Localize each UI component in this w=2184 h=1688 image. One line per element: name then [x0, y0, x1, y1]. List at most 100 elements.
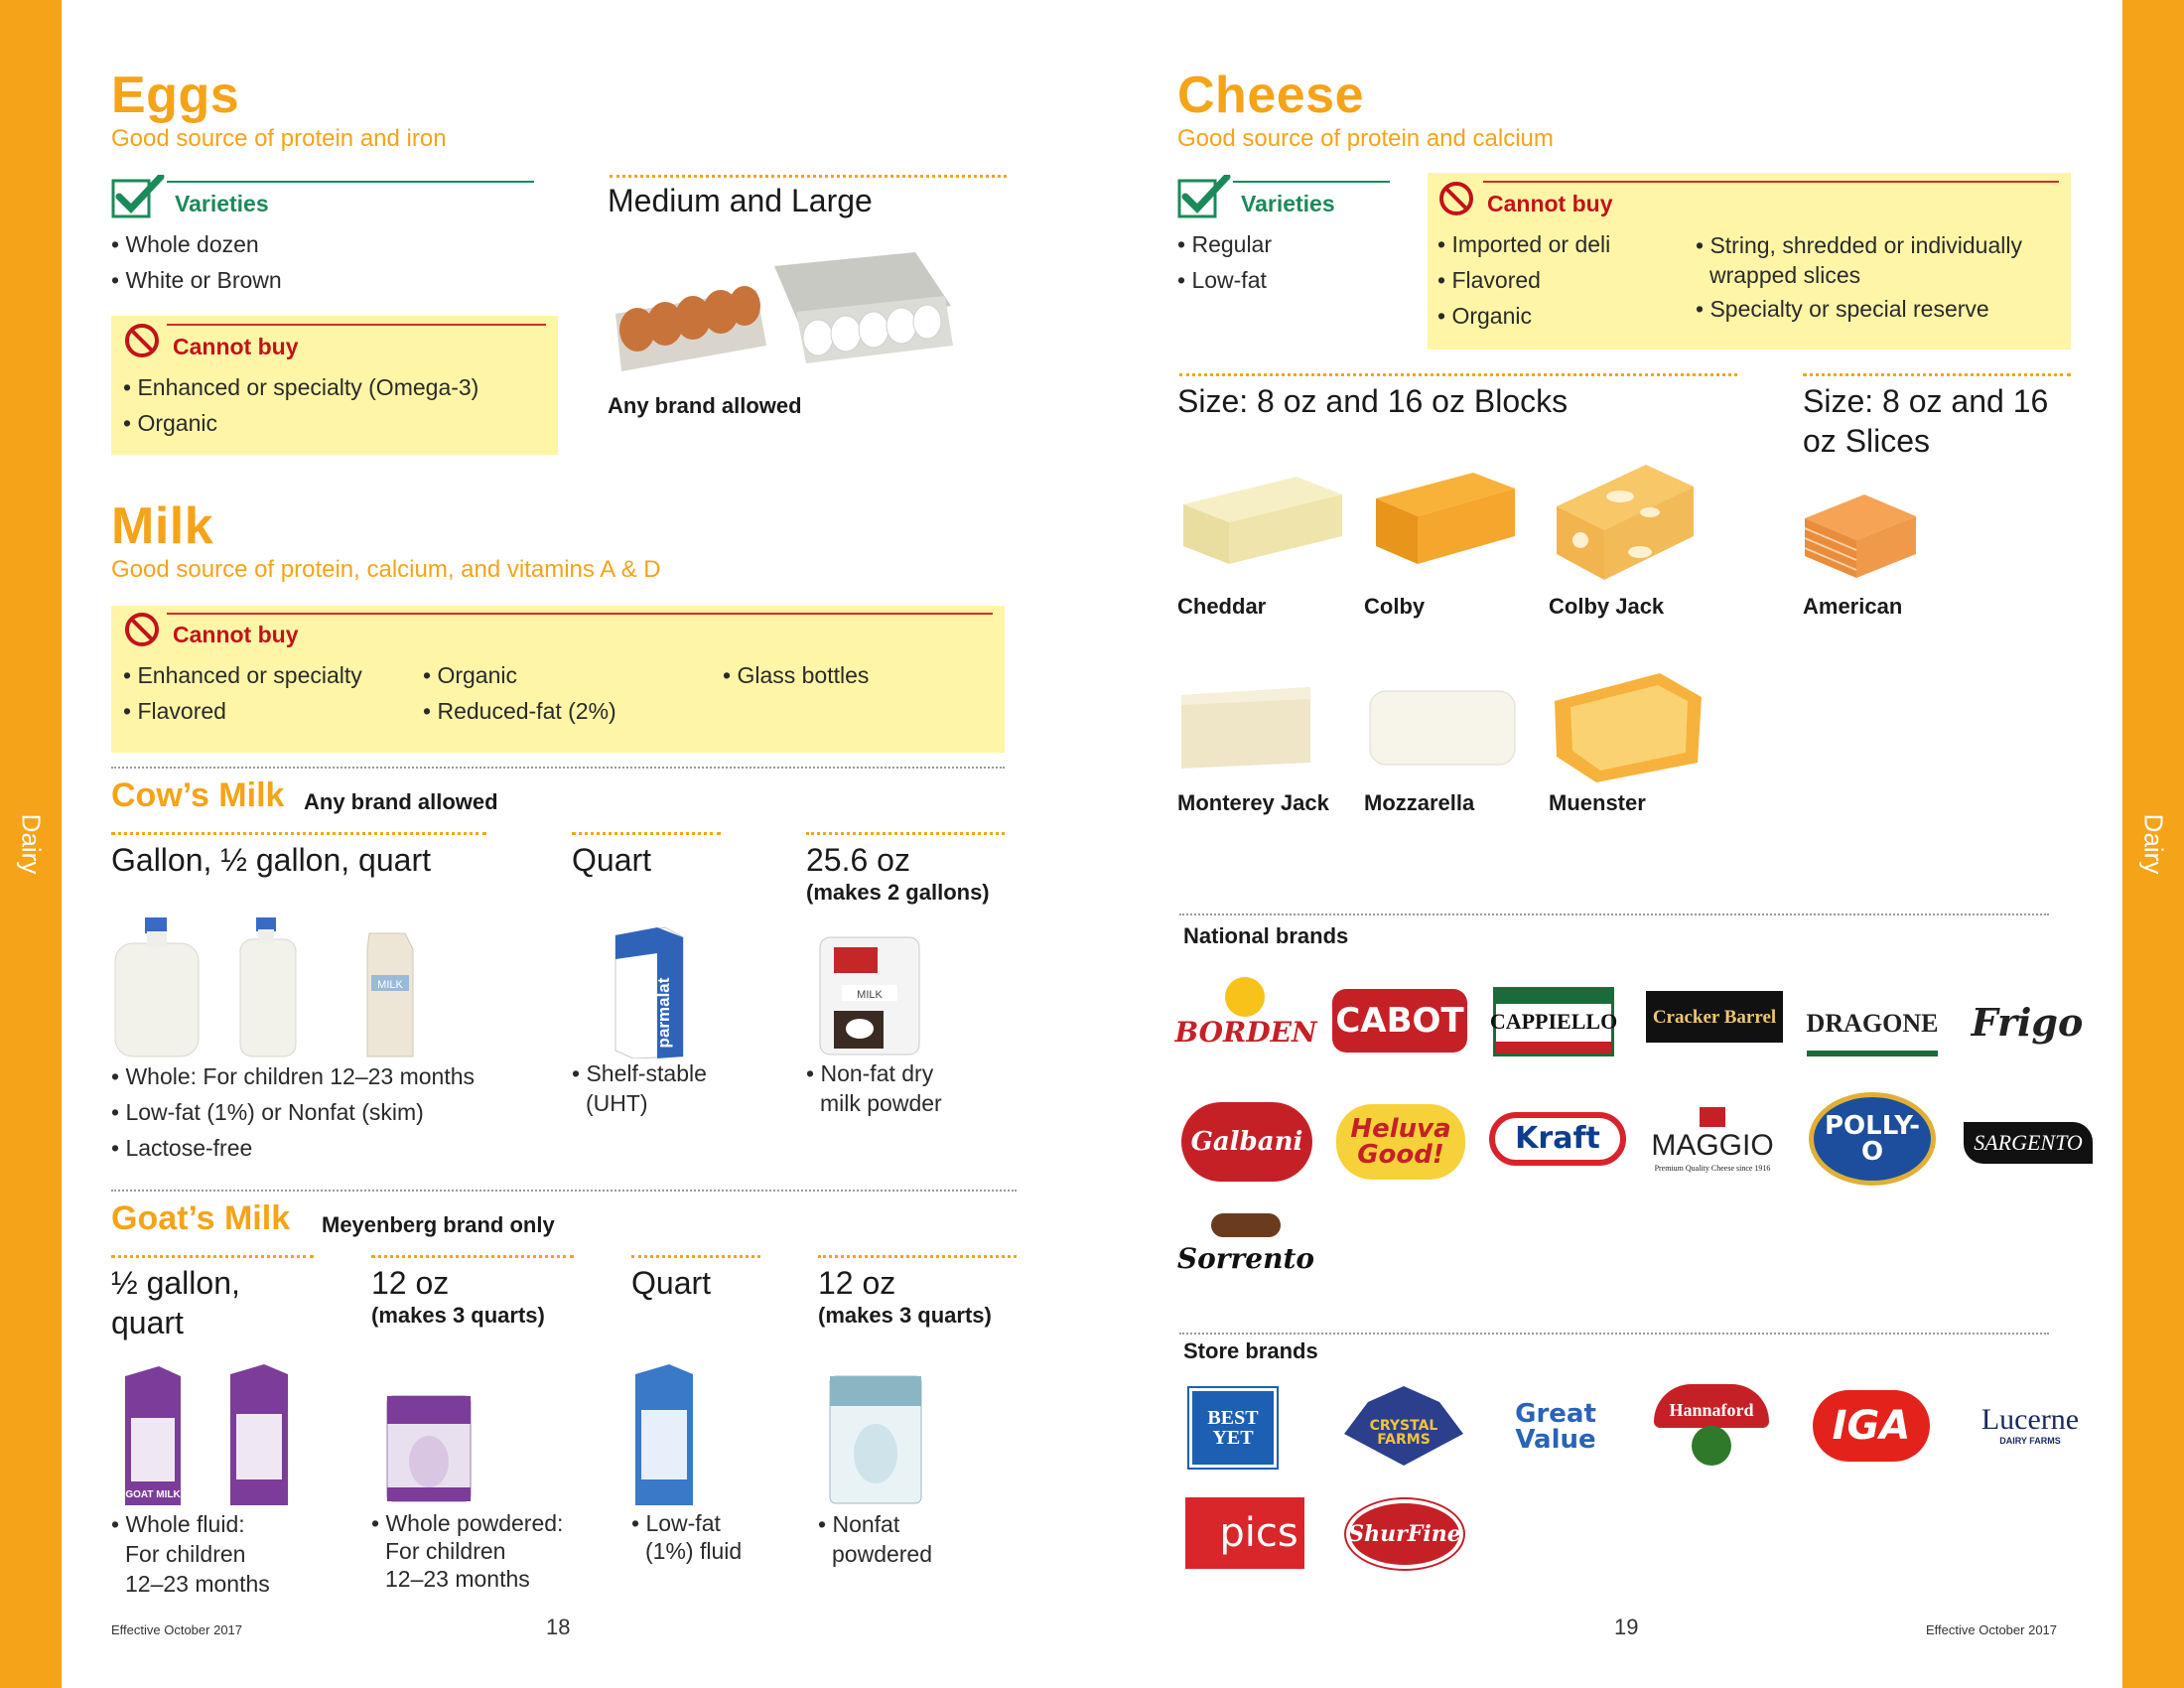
cheese-slices-title: Size: 8 oz and 16 oz Slices: [1803, 383, 2049, 459]
carton-label: MILK: [377, 979, 403, 991]
list-item-cont: wrapped slices: [1709, 262, 1861, 288]
goat-lowfat-carton-image: [635, 1364, 693, 1505]
frigo-logo: Frigo: [1971, 1000, 2084, 1045]
list-item: • Low-fat (1%) or Nonfat (skim): [111, 1099, 424, 1125]
goats-size-3: Quart: [631, 1265, 712, 1301]
cows-size-3-note: (makes 2 gallons): [806, 880, 990, 905]
cheese-type-colby: Colby: [1364, 594, 1426, 619]
goats-list-3: • Low-fat (1%) fluid: [631, 1509, 742, 1565]
maggio-logo: MAGGIO Premium Quality Cheese since 1916: [1638, 1098, 1787, 1182]
footer-effective-left: Effective October 2017: [111, 1622, 243, 1637]
list-item: • Whole fluid:: [111, 1511, 245, 1537]
column-divider: [572, 832, 721, 835]
powdered-milk-image: MILK: [819, 936, 920, 1055]
prohibited-icon: [1439, 182, 1473, 215]
cheese-type-colby-jack: Colby Jack: [1549, 594, 1665, 619]
page-number-left: 18: [546, 1615, 571, 1639]
checkmark-icon: [111, 175, 165, 218]
cows-size-2: Quart: [572, 842, 652, 878]
cows-size-3-value: 25.6 oz: [806, 842, 910, 878]
egg-cartons-image: [615, 252, 953, 371]
list-item: Enhanced or specialty: [123, 657, 361, 693]
milk-cannot-label: Cannot buy: [173, 622, 299, 647]
list-item-cont: milk powder: [820, 1090, 942, 1116]
varieties-rule: [167, 181, 534, 183]
varieties-rule: [1233, 181, 1390, 183]
goats-list-4: • Nonfat powdered: [818, 1509, 932, 1569]
checkmark-icon: [1177, 175, 1231, 218]
american-slices-image: [1804, 494, 1916, 578]
milk-cannot-col3: Glass bottles: [723, 657, 869, 693]
dragone-logo: DRAGONE: [1807, 997, 1938, 1056]
list-item: Regular: [1177, 226, 1272, 262]
goats-milk-title: Goat’s Milk: [111, 1199, 291, 1237]
cracker-barrel-logo: Cracker Barrel: [1646, 991, 1783, 1043]
cows-size-3: 25.6 oz (makes 2 gallons): [806, 840, 990, 906]
galbani-logo: Galbani: [1181, 1102, 1312, 1182]
goats-milk-note: Meyenberg brand only: [322, 1212, 555, 1237]
list-item: Flavored: [1437, 262, 1610, 298]
list-item: • Low-fat: [631, 1510, 721, 1536]
list-item: • Specialty or special reserve: [1696, 296, 1989, 322]
cheese-cannot-col2: • String, shredded or individually wrapp…: [1696, 230, 2022, 324]
list-item-cont: powdered: [832, 1541, 933, 1567]
kraft-logo: Kraft: [1489, 1112, 1626, 1166]
milk-jugs-image: MILK: [114, 917, 414, 1057]
column-divider: [1803, 373, 2071, 376]
list-item: • String, shredded or individually: [1696, 232, 2022, 258]
goats-size-4-note: (makes 3 quarts): [818, 1303, 992, 1328]
list-item: Organic: [1437, 298, 1610, 334]
list-item: White or Brown: [111, 262, 281, 298]
eggs-cannot-label: Cannot buy: [173, 334, 299, 359]
cheese-blocks-title: Size: 8 oz and 16 oz Blocks: [1177, 383, 1569, 419]
powder-label: MILK: [857, 989, 883, 1001]
uht-brand-label: parmalat: [654, 977, 673, 1048]
list-item: Organic: [423, 657, 616, 693]
iga-logo: IGA: [1813, 1390, 1930, 1462]
page-number-right: 19: [1614, 1615, 1639, 1639]
goats-list-1: • Whole fluid: For children 12–23 months: [111, 1509, 270, 1599]
goat-powder-can-image: [386, 1395, 472, 1502]
goats-size-2-note: (makes 3 quarts): [371, 1303, 545, 1328]
store-brands-label: Store brands: [1183, 1338, 1318, 1363]
national-brands-label: National brands: [1183, 923, 1349, 948]
right-side-bar: [2122, 0, 2184, 1688]
polly-o-logo: POLLY-O: [1809, 1092, 1936, 1186]
list-item-cont: For children: [385, 1538, 506, 1564]
column-divider: [1179, 373, 1737, 376]
milk-cannot-col1: Enhanced or specialty Flavored: [123, 657, 362, 729]
milk-cannot-col2: Organic Reduced-fat (2%): [423, 657, 616, 729]
cheese-type-mozzarella: Mozzarella: [1364, 790, 1475, 815]
side-label-right: Dairy: [2138, 813, 2169, 875]
list-item: • Shelf-stable: [572, 1060, 707, 1086]
cheese-cannot-col1: Imported or deli Flavored Organic: [1437, 226, 1610, 334]
colby-jack-image: [1557, 465, 1694, 580]
cows-list-2: • Shelf-stable (UHT): [572, 1058, 707, 1118]
column-divider: [371, 1255, 574, 1258]
list-item-cont: (UHT): [586, 1090, 648, 1116]
list-item: Organic: [123, 405, 478, 441]
eggs-title: Eggs: [111, 67, 240, 124]
sargento-logo: SARGENTO: [1964, 1122, 2093, 1164]
cannot-rule: [167, 613, 993, 615]
goats-size-4: 12 oz (makes 3 quarts): [818, 1263, 992, 1329]
milk-subtitle: Good source of protein, calcium, and vit…: [111, 556, 661, 583]
list-item: Flavored: [123, 693, 362, 729]
lucerne-logo: Lucerne DAIRY FARMS: [1980, 1402, 2080, 1446]
hannaford-logo: Hannaford: [1650, 1380, 1773, 1470]
shurfine-logo: ShurFine: [1344, 1497, 1465, 1571]
best-yet-logo: BEST YET: [1187, 1386, 1279, 1470]
goats-size-1: ½ gallon, quart: [111, 1265, 240, 1340]
prohibited-icon: [125, 324, 159, 357]
cows-list-1: • Whole: For children 12–23 months • Low…: [111, 1058, 475, 1166]
colby-image: [1376, 473, 1515, 564]
goats-list-2: • Whole powdered: For children 12–23 mon…: [371, 1509, 563, 1593]
pics-logo: pics: [1185, 1497, 1304, 1569]
heluva-good-logo: Heluva Good!: [1336, 1104, 1465, 1180]
monterey-jack-image: [1181, 687, 1310, 769]
list-item: Glass bottles: [723, 657, 869, 693]
cheese-subtitle: Good source of protein and calcium: [1177, 125, 1554, 152]
pack-label: GOAT MILK: [125, 1489, 181, 1500]
section-divider: [111, 1190, 1017, 1192]
cheddar-image: [1183, 477, 1342, 564]
